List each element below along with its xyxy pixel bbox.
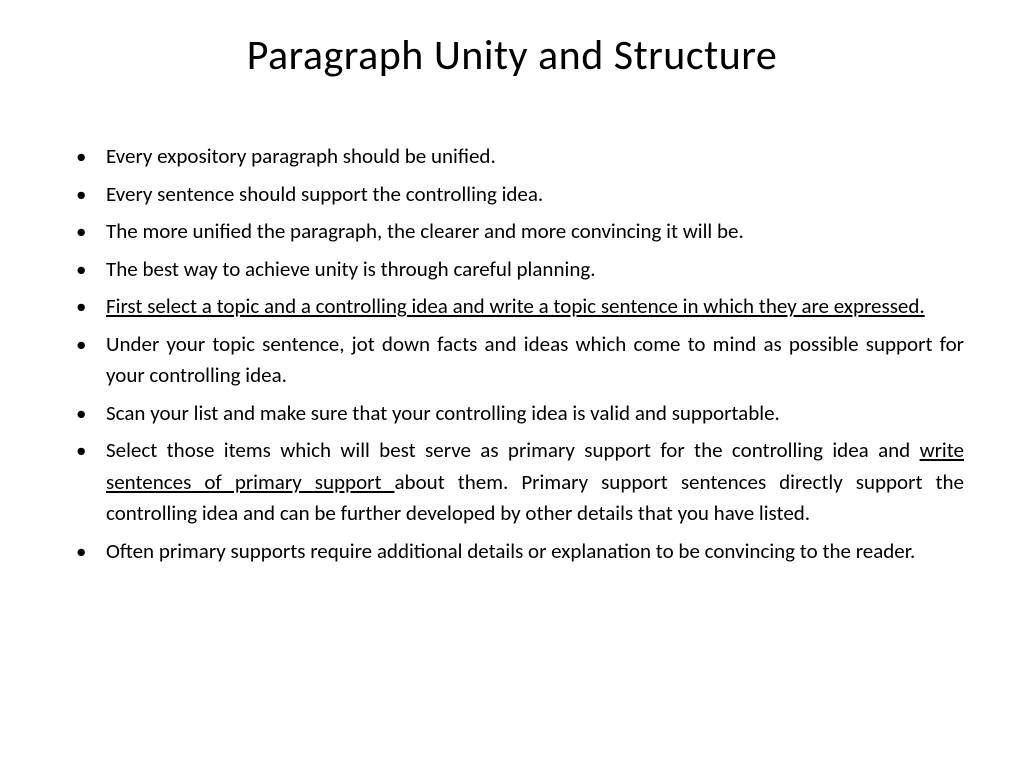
underlined-text: First select a topic and a controlling i… [106, 293, 925, 319]
list-item: Often primary supports require additiona… [60, 536, 964, 568]
list-item: Select those items which will best serve… [60, 435, 964, 530]
list-item: First select a topic and a controlling i… [60, 291, 964, 323]
list-item: Scan your list and make sure that your c… [60, 398, 964, 430]
bullet-list: Every expository paragraph should be uni… [60, 141, 964, 567]
list-item: Every expository paragraph should be uni… [60, 141, 964, 173]
text-pre: Select those items which will best serve… [106, 437, 920, 463]
list-item: Under your topic sentence, jot down fact… [60, 329, 964, 392]
list-item: The best way to achieve unity is through… [60, 254, 964, 286]
list-item: Every sentence should support the contro… [60, 179, 964, 211]
slide-title: Paragraph Unity and Structure [60, 30, 964, 81]
list-item: The more unified the paragraph, the clea… [60, 216, 964, 248]
